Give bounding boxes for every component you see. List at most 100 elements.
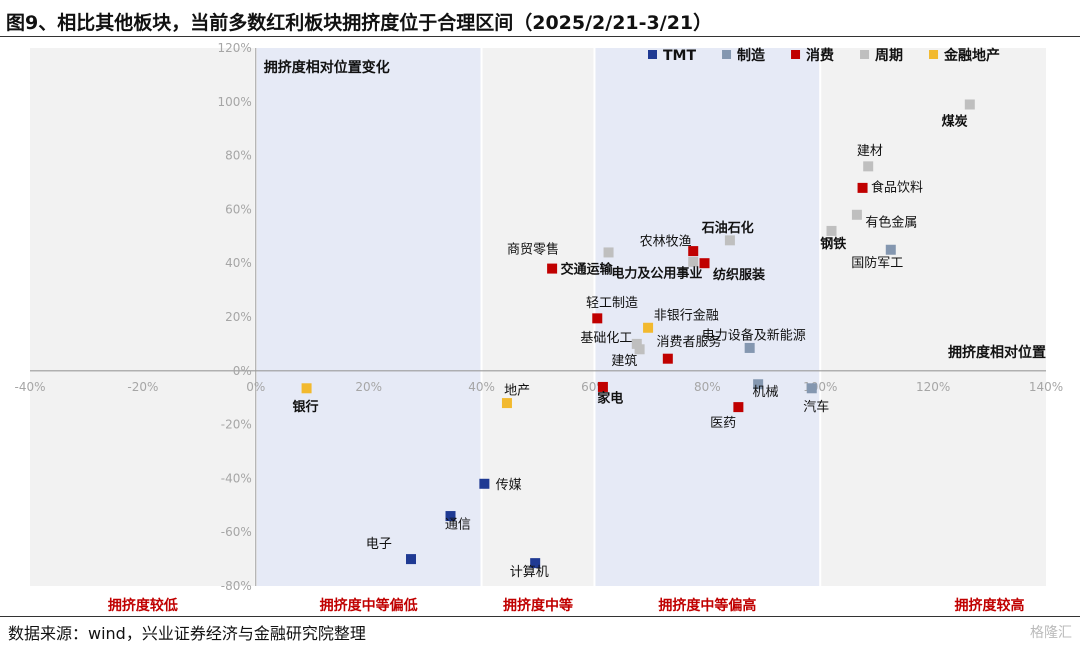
- y-tick-label: 0%: [233, 364, 252, 378]
- y-tick-label: -60%: [221, 525, 252, 539]
- band-label: 拥挤度中等偏高: [658, 597, 756, 614]
- data-point: [699, 258, 710, 269]
- point-label: 传媒: [496, 478, 522, 493]
- point-label: 计算机: [510, 565, 549, 580]
- y-tick-label: 80%: [225, 149, 252, 163]
- data-point: [857, 182, 868, 193]
- x-tick-label: 20%: [355, 380, 382, 394]
- y-axis-title: 拥挤度相对位置变化: [264, 59, 390, 76]
- point-label: 商贸零售: [507, 241, 559, 257]
- data-point: [753, 379, 764, 390]
- data-point: [851, 209, 862, 220]
- y-tick-label: 40%: [225, 256, 252, 270]
- data-point: [662, 353, 673, 364]
- data-point: [733, 402, 744, 413]
- legend-label: 周期: [875, 48, 903, 64]
- point-label: 电力设备及新能源: [702, 327, 806, 343]
- legend-swatch: [791, 50, 801, 59]
- point-label: 通信: [445, 518, 471, 533]
- watermark: 格隆汇: [1030, 625, 1072, 641]
- legend-label: 消费: [806, 47, 834, 64]
- point-label: 轻工制造: [586, 296, 638, 311]
- point-label: 汽车: [803, 399, 829, 415]
- point-label: 纺织服装: [713, 267, 765, 283]
- point-label: 电子: [366, 537, 392, 552]
- title-rule: [0, 36, 1080, 37]
- y-tick-label: -80%: [221, 579, 252, 593]
- point-label: 家电: [597, 391, 623, 407]
- band-label: 拥挤度较高: [955, 597, 1025, 614]
- point-label: 电力及公用事业: [611, 266, 702, 282]
- point-label: 农林牧渔: [640, 234, 692, 249]
- source-rule: [0, 616, 1080, 617]
- x-tick-label: -40%: [14, 380, 45, 394]
- x-tick-label: 120%: [916, 380, 950, 394]
- legend-swatch: [929, 50, 939, 59]
- plot-background: [30, 48, 1046, 586]
- data-point: [806, 383, 817, 394]
- point-label: 非银行金融: [654, 307, 719, 323]
- point-label: 基础化工: [580, 331, 632, 346]
- y-tick-label: -40%: [221, 471, 252, 485]
- point-label: 建材: [857, 144, 883, 159]
- legend-swatch: [860, 50, 870, 59]
- legend-label: 金融地产: [943, 47, 1000, 64]
- data-point: [631, 338, 642, 349]
- point-label: 有色金属: [865, 215, 917, 231]
- data-point: [603, 247, 614, 258]
- source-note: 数据来源：wind，兴业证券经济与金融研究院整理: [8, 624, 366, 643]
- point-label: 银行: [292, 399, 318, 415]
- y-tick-label: 20%: [225, 310, 252, 324]
- point-label: 交通运输: [561, 262, 614, 278]
- y-tick-label: 100%: [217, 95, 251, 109]
- data-point: [826, 225, 837, 236]
- data-point: [688, 256, 699, 267]
- point-label: 石油石化: [701, 220, 754, 236]
- data-point: [643, 322, 654, 333]
- point-label: 食品饮料: [871, 180, 923, 196]
- shaded-band-1: [594, 48, 821, 586]
- data-point: [530, 558, 541, 569]
- x-tick-label: 40%: [468, 380, 495, 394]
- point-label: 建筑: [611, 353, 637, 369]
- point-label: 机械: [752, 385, 778, 400]
- data-point: [863, 161, 874, 172]
- data-point: [501, 398, 512, 409]
- band-label: 拥挤度中等偏低: [320, 597, 418, 614]
- legend-swatch: [722, 50, 732, 59]
- shaded-band-0: [255, 48, 482, 586]
- y-tick-label: 60%: [225, 202, 252, 216]
- data-point: [964, 99, 975, 110]
- figure-title: 图9、相比其他板块，当前多数红利板块拥挤度位于合理区间（2025/2/21-3/…: [6, 12, 713, 34]
- x-axis-title: 拥挤度相对位置: [948, 344, 1046, 361]
- band-label: 拥挤度中等: [503, 597, 573, 614]
- data-point: [479, 478, 490, 489]
- data-point: [724, 235, 735, 246]
- data-point: [445, 511, 456, 522]
- data-point: [406, 554, 416, 565]
- scatter-chart: -40% -20% 0% 20% 40% 60% 80% 100% 120% 140% -80% -6…: [14, 41, 1063, 614]
- x-tick-label: 80%: [694, 380, 721, 394]
- legend-label: TMT: [663, 48, 696, 64]
- x-tick-label: 0%: [246, 380, 265, 394]
- data-point: [301, 383, 312, 394]
- point-label: 消费者服务: [657, 334, 722, 350]
- data-point: [885, 244, 896, 255]
- legend-label: 制造: [737, 47, 765, 64]
- data-point: [592, 313, 603, 324]
- y-tick-label: 120%: [217, 41, 251, 55]
- legend-swatch: [648, 50, 657, 59]
- x-tick-label: -20%: [127, 380, 158, 394]
- point-label: 医药: [710, 416, 736, 431]
- data-point: [597, 381, 608, 392]
- data-point: [634, 344, 645, 355]
- data-point: [547, 263, 558, 274]
- point-label: 国防军工: [851, 255, 903, 271]
- point-label: 煤炭: [942, 114, 968, 130]
- point-label: 钢铁: [820, 236, 846, 252]
- data-point: [744, 342, 755, 353]
- band-label: 拥挤度较低: [108, 597, 178, 614]
- x-tick-label: 140%: [1029, 380, 1063, 394]
- point-label: 地产: [504, 384, 530, 399]
- y-tick-label: -20%: [221, 418, 252, 432]
